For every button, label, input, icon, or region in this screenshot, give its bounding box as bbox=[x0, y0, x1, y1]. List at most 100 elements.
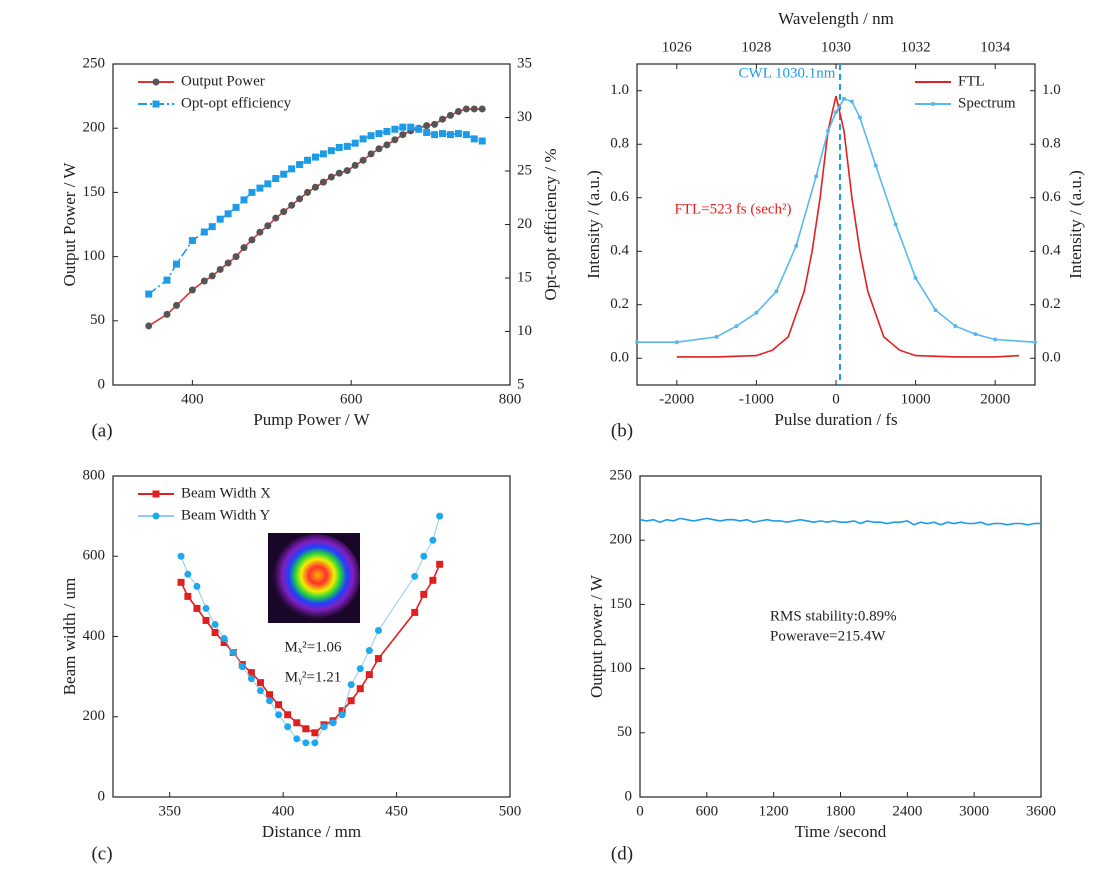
marker bbox=[411, 572, 419, 580]
marker bbox=[335, 143, 343, 151]
y-tick-label: 800 bbox=[83, 467, 106, 483]
y-tick-label: 600 bbox=[83, 548, 106, 564]
marker bbox=[173, 301, 181, 309]
marker bbox=[232, 203, 240, 211]
marker bbox=[216, 215, 224, 223]
marker bbox=[296, 195, 304, 203]
marker bbox=[280, 170, 288, 178]
marker bbox=[248, 188, 256, 196]
legend-label: Spectrum bbox=[958, 95, 1016, 111]
y-tick-label: 0.6 bbox=[610, 189, 629, 205]
marker bbox=[635, 340, 639, 345]
marker bbox=[374, 655, 382, 663]
marker bbox=[356, 665, 364, 673]
x-tick-label: 450 bbox=[385, 803, 408, 819]
marker bbox=[429, 536, 437, 544]
marker bbox=[1033, 340, 1037, 345]
marker bbox=[284, 711, 292, 719]
marker bbox=[208, 272, 216, 280]
marker bbox=[478, 137, 486, 145]
marker bbox=[256, 228, 264, 236]
y-tick-label: 200 bbox=[610, 532, 633, 548]
marker bbox=[247, 675, 255, 683]
marker bbox=[470, 135, 478, 143]
y2-tick-label: 1.0 bbox=[1042, 82, 1061, 98]
y-tick-label: 0.0 bbox=[610, 350, 629, 366]
marker bbox=[288, 201, 296, 209]
y-axis-label: Intensity / (a.u.) bbox=[584, 170, 603, 279]
y-tick-label: 100 bbox=[83, 248, 106, 264]
legend-label: Opt-opt efficiency bbox=[181, 95, 292, 111]
panel-label: (a) bbox=[91, 420, 112, 441]
marker bbox=[367, 132, 375, 140]
x-axis-label: Pump Power / W bbox=[253, 410, 370, 429]
marker bbox=[272, 214, 280, 222]
marker bbox=[327, 147, 335, 155]
y-tick-label: 50 bbox=[617, 724, 632, 740]
series-line bbox=[676, 95, 1020, 358]
x-tick-label: 1800 bbox=[826, 803, 856, 819]
y-axis-label: Output Power / W bbox=[60, 162, 79, 287]
x-tick-label: 400 bbox=[181, 391, 204, 407]
y2-tick-label: 30 bbox=[517, 109, 532, 125]
marker bbox=[327, 173, 335, 181]
marker bbox=[202, 604, 210, 612]
marker bbox=[834, 110, 838, 115]
y-tick-label: 1.0 bbox=[610, 82, 629, 98]
marker bbox=[343, 142, 351, 150]
marker bbox=[462, 131, 470, 139]
y2-tick-label: 0.4 bbox=[1042, 243, 1061, 259]
marker bbox=[188, 237, 196, 245]
x-tick-label: 2000 bbox=[980, 391, 1010, 407]
x-tick-label: -2000 bbox=[659, 391, 694, 407]
y-tick-label: 50 bbox=[90, 312, 105, 328]
x2-tick-label: 1032 bbox=[901, 39, 931, 55]
x-tick-label: 600 bbox=[340, 391, 363, 407]
marker bbox=[439, 115, 447, 123]
marker bbox=[232, 253, 240, 261]
marker bbox=[754, 310, 759, 315]
marker bbox=[266, 691, 274, 699]
marker bbox=[302, 739, 310, 747]
marker bbox=[446, 131, 454, 139]
y2-tick-label: 0.6 bbox=[1042, 189, 1061, 205]
legend-marker bbox=[152, 78, 160, 86]
marker bbox=[873, 163, 878, 168]
marker bbox=[238, 663, 246, 671]
marker bbox=[240, 196, 248, 204]
x-tick-label: 350 bbox=[158, 803, 181, 819]
marker bbox=[470, 105, 478, 113]
annotation: FTL=523 fs (sech²) bbox=[674, 201, 791, 217]
y-tick-label: 0.8 bbox=[610, 136, 629, 152]
marker bbox=[256, 687, 264, 695]
marker bbox=[311, 183, 319, 191]
y2-tick-label: 15 bbox=[517, 269, 532, 285]
marker bbox=[431, 120, 439, 128]
y-axis-label: Beam width / um bbox=[60, 578, 79, 696]
marker bbox=[311, 729, 319, 737]
marker bbox=[826, 128, 831, 133]
annotation: RMS stability:0.89% bbox=[770, 608, 897, 624]
x-tick-label: 0 bbox=[832, 391, 840, 407]
marker bbox=[391, 125, 399, 133]
marker bbox=[188, 286, 196, 294]
marker bbox=[304, 156, 312, 164]
y-tick-label: 200 bbox=[83, 120, 106, 136]
marker bbox=[714, 334, 719, 339]
series-line bbox=[637, 97, 1036, 343]
y-tick-label: 0 bbox=[98, 376, 106, 392]
marker bbox=[347, 697, 355, 705]
marker bbox=[211, 620, 219, 628]
marker bbox=[351, 139, 359, 147]
y-tick-label: 0 bbox=[98, 788, 106, 804]
marker bbox=[407, 123, 415, 131]
legend-label: Beam Width Y bbox=[181, 507, 271, 523]
marker bbox=[264, 222, 272, 230]
y-tick-label: 400 bbox=[83, 628, 106, 644]
marker bbox=[365, 647, 373, 655]
marker bbox=[423, 128, 431, 136]
marker bbox=[302, 725, 310, 733]
marker bbox=[794, 243, 799, 248]
marker bbox=[193, 582, 201, 590]
annotation: Mₓ²=1.06 bbox=[285, 639, 342, 655]
